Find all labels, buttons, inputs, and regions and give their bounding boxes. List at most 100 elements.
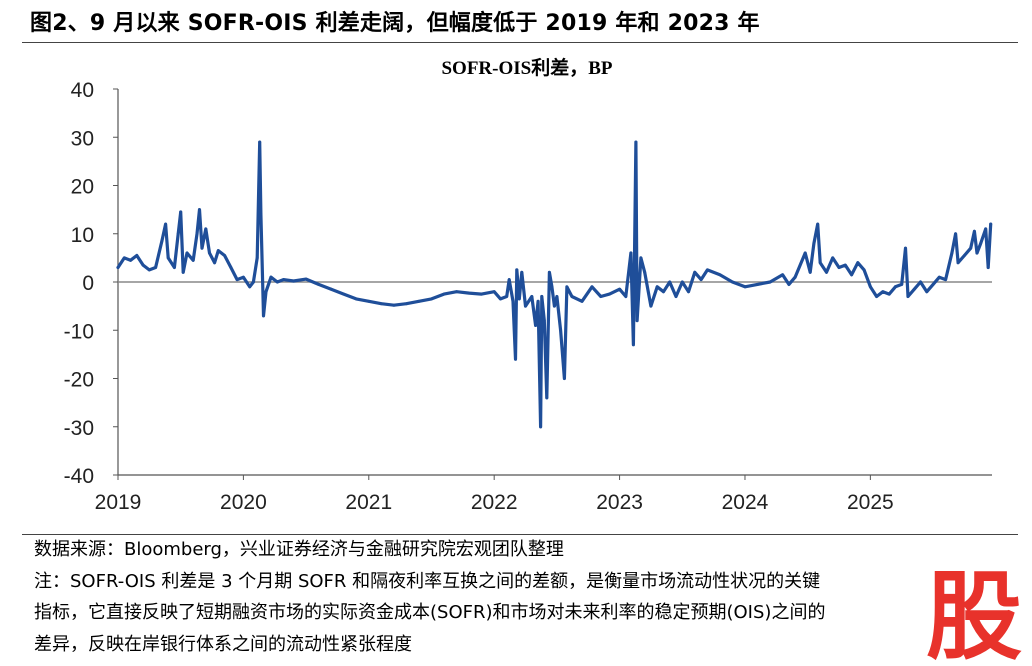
data-point (756, 283, 759, 286)
data-point (693, 270, 697, 274)
chart-title: SOFR-OIS利差，BP (441, 56, 612, 79)
data-point (542, 319, 546, 322)
y-tick-label: 10 (71, 224, 94, 247)
data-point (514, 357, 517, 361)
data-point (973, 229, 976, 233)
data-point (185, 251, 189, 255)
data-point (975, 251, 979, 255)
data-point (129, 258, 132, 262)
data-point (803, 251, 807, 255)
data-point (354, 297, 358, 301)
data-point (292, 279, 295, 283)
data-point (540, 295, 544, 298)
data-point (635, 319, 639, 322)
data-point (505, 295, 509, 298)
data-point (787, 283, 791, 286)
data-point (264, 290, 268, 294)
data-point (191, 258, 195, 262)
data-point (668, 280, 672, 284)
data-point (342, 292, 346, 296)
data-point (216, 249, 220, 253)
data-point (379, 302, 383, 306)
data-point (515, 268, 519, 272)
data-point (135, 254, 139, 257)
note-line-1: 注：SOFR-OIS 利差是 3 个月期 SOFR 和隔夜利率互换之间的差额，是… (34, 571, 821, 592)
data-point (563, 377, 566, 380)
data-point (570, 295, 574, 298)
data-point (904, 246, 907, 250)
data-point (204, 227, 208, 231)
data-point (539, 425, 542, 429)
footer-divider (22, 534, 1018, 535)
note-line-3: 差异，反映在岸银行体系之间的流动性紧张程度 (34, 634, 412, 655)
data-point (536, 299, 540, 303)
data-point (116, 266, 120, 269)
data-point (856, 261, 860, 265)
data-point (258, 140, 262, 144)
data-point (141, 263, 145, 267)
data-point (812, 242, 816, 245)
data-point (808, 270, 812, 274)
data-point (545, 396, 549, 400)
watermark-glyph: 股 (926, 561, 1022, 664)
data-point (467, 291, 471, 295)
data-point (843, 263, 847, 267)
data-point (680, 280, 684, 284)
data-point (499, 297, 502, 301)
data-point (154, 266, 158, 269)
data-point (699, 278, 703, 281)
data-point (900, 283, 904, 286)
data-point (825, 270, 828, 274)
data-point (553, 304, 556, 308)
data-point (837, 266, 841, 269)
data-point (282, 278, 285, 281)
data-point (649, 304, 653, 308)
data-point (430, 297, 433, 301)
data-point (235, 278, 239, 281)
data-point (329, 287, 333, 291)
data-point (317, 283, 320, 286)
data-point (643, 270, 647, 274)
data-point (213, 261, 217, 265)
data-point (875, 295, 878, 298)
data-point (954, 232, 957, 236)
data-point (242, 275, 245, 279)
data-point (392, 303, 396, 307)
data-point (173, 266, 176, 269)
y-tick-label: 30 (71, 127, 94, 150)
y-tick-label: 20 (71, 176, 94, 199)
y-tick-label: 40 (71, 79, 94, 102)
data-point (632, 343, 635, 347)
data-point (176, 232, 180, 236)
data-point (147, 268, 151, 272)
data-point (989, 222, 993, 226)
figure-title: 图2、9 月以来 SOFR-OIS 利差走阔，但幅度低于 2019 年和 202… (30, 11, 760, 36)
data-point (550, 285, 554, 289)
data-point (262, 314, 265, 318)
data-point (781, 273, 784, 277)
data-point (269, 275, 273, 279)
data-point (259, 213, 263, 216)
data-point (818, 261, 822, 265)
y-tick-label: -20 (64, 369, 94, 392)
data-point (674, 295, 678, 298)
data-point (181, 270, 185, 274)
data-point (480, 292, 483, 296)
x-tick-label: 2025 (847, 491, 894, 514)
data-point (198, 208, 201, 212)
series-line-sofr-ois-spread (116, 140, 993, 429)
data-point (618, 287, 621, 291)
data-point (164, 222, 168, 226)
data-point (524, 304, 527, 308)
watermark-logo: 股 (926, 561, 1022, 664)
data-point (634, 140, 638, 144)
note-line-2: 指标，它直接反映了短期融资市场的实际资金成本(SOFR)和市场对未来利率的稳定预… (34, 602, 826, 623)
data-point (455, 290, 458, 294)
data-point (963, 254, 966, 257)
data-point (208, 251, 211, 255)
data-point (517, 297, 521, 301)
data-point (655, 285, 659, 289)
data-point (417, 299, 421, 303)
data-point (931, 283, 935, 286)
data-point (831, 256, 835, 260)
